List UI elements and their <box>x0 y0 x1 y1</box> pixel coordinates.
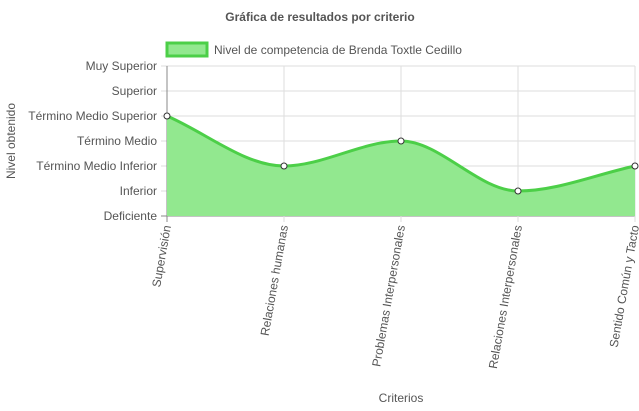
legend-label: Nivel de competencia de Brenda Toxtle Ce… <box>214 43 462 57</box>
y-tick-label: Inferior <box>120 184 157 198</box>
x-tick-label: Relaciones humanas <box>258 224 291 337</box>
series-points <box>163 112 639 195</box>
y-axis-label: Nivel obtenido <box>4 103 18 179</box>
x-axis-ticks: Supervisión Relaciones humanas Problemas I… <box>149 224 639 370</box>
data-point[interactable] <box>397 137 405 145</box>
x-tick-label: Supervisión <box>149 224 174 288</box>
data-point[interactable] <box>163 112 171 120</box>
x-axis-label: Criterios <box>379 391 424 405</box>
data-point[interactable] <box>631 162 639 170</box>
y-tick-label: Deficiente <box>104 209 158 223</box>
x-tick-label: Problemas Interpersonales <box>369 224 408 368</box>
chart-title: Gráfica de resultados por criterio <box>225 10 414 24</box>
y-axis-ticks: Deficiente Inferior Término Medio Inferior… <box>28 59 157 223</box>
y-tick-label: Término Medio Superior <box>28 109 157 123</box>
data-point[interactable] <box>280 162 288 170</box>
x-tick-label: Sentido Común y Tacto <box>607 224 639 349</box>
y-tick-label: Muy Superior <box>86 59 157 73</box>
x-tick-label: Relaciones Interpersonales <box>486 224 525 370</box>
data-point[interactable] <box>514 187 522 195</box>
legend[interactable]: Nivel de competencia de Brenda Toxtle Ce… <box>165 41 462 58</box>
legend-swatch <box>165 41 209 58</box>
y-tick-label: Término Medio Inferior <box>36 159 157 173</box>
y-tick-label: Superior <box>112 84 157 98</box>
y-tick-label: Término Medio <box>77 134 157 148</box>
